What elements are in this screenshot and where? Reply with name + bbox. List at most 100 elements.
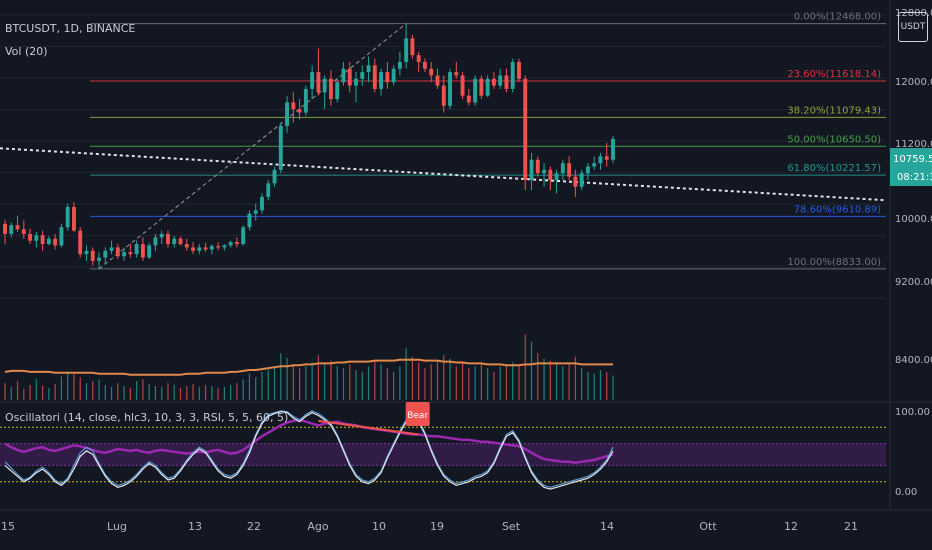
volume-bars	[4, 334, 614, 400]
volume-bar	[449, 358, 451, 400]
price-tick-label: 8400.00	[895, 355, 932, 366]
candle-body	[397, 61, 402, 69]
candle-body	[573, 176, 578, 187]
fib-level-label: 0.00%(12468.00)	[794, 12, 881, 23]
time-tick-label: Ago	[307, 520, 329, 533]
volume-bar	[512, 362, 514, 400]
candle-body	[322, 78, 327, 93]
time-tick-label: 15	[1, 520, 15, 533]
candle-body	[203, 247, 208, 250]
volume-bar	[223, 386, 225, 400]
volume-bar	[148, 384, 150, 400]
candle-body	[153, 237, 158, 246]
volume-bar	[211, 385, 213, 400]
candle-body	[140, 244, 145, 258]
candle-body	[435, 75, 440, 86]
osc-stoch-k-line	[4, 410, 614, 488]
volume-bar	[480, 362, 482, 400]
candle-body	[498, 75, 503, 86]
candle-body	[441, 85, 446, 106]
volume-bar	[286, 357, 288, 400]
candle-body	[529, 159, 534, 180]
volume-bar	[217, 387, 219, 400]
grid-lines	[0, 14, 886, 299]
candle-body	[510, 61, 515, 89]
oscillator-pane: Bear	[0, 402, 886, 490]
candle-body	[379, 72, 384, 89]
volume-bar	[393, 371, 395, 400]
candle-body	[485, 78, 490, 96]
bear-divergence-line	[318, 419, 419, 436]
candle-body	[391, 68, 396, 83]
oscillator-indicator-label[interactable]: Oscillatori (14, close, hlc3, 10, 3, 3, …	[5, 411, 289, 424]
volume-bar	[204, 385, 207, 400]
volume-bar	[380, 364, 382, 400]
candle-body	[134, 244, 139, 255]
time-tick-label: 22	[247, 520, 261, 533]
volume-bar	[136, 381, 138, 400]
symbol-label[interactable]: BTCUSDT, 1D, BINANCE	[5, 22, 136, 35]
candle-body	[285, 102, 290, 127]
volume-bar	[255, 377, 257, 400]
candle-body	[429, 68, 434, 76]
volume-bar	[110, 386, 113, 400]
candle-body	[40, 235, 45, 245]
volume-bar	[230, 385, 232, 400]
volume-bar	[581, 368, 583, 400]
volume-bar	[73, 373, 75, 400]
volume-bar	[42, 385, 44, 400]
time-tick-label: 21	[844, 520, 858, 533]
candle-body	[53, 238, 58, 246]
candle-body	[21, 229, 26, 234]
volume-bar	[587, 371, 589, 400]
volume-bar	[562, 366, 564, 400]
price-tick-label: 9200.00	[895, 277, 932, 288]
time-tick-label: 10	[372, 520, 386, 533]
volume-bar	[117, 383, 119, 400]
volume-bar	[267, 370, 269, 400]
candle-body	[278, 126, 283, 170]
volume-bar	[292, 364, 294, 400]
candle-body	[517, 61, 521, 79]
candle-body	[328, 78, 333, 100]
volume-bar	[418, 362, 420, 400]
candle-body	[90, 250, 95, 261]
candle-body	[404, 38, 409, 62]
volume-bar	[54, 384, 56, 400]
candle-body	[78, 230, 83, 255]
volume-bar	[92, 381, 94, 400]
currency-badge[interactable]: USDT	[898, 12, 928, 42]
candle-body	[372, 65, 377, 89]
candle-body	[241, 227, 246, 245]
volume-bar	[405, 348, 407, 400]
candle-body	[604, 156, 609, 160]
volume-bar	[280, 353, 282, 400]
volume-bar	[606, 371, 608, 400]
price-axis: 12000.00 11200.00 10000.00 9200.00 8400.00 12…	[890, 8, 932, 498]
time-tick-label: 12	[784, 520, 798, 533]
osc-tick-label: 0.00	[895, 487, 917, 498]
volume-indicator-label[interactable]: Vol (20)	[5, 45, 48, 58]
candle-body	[103, 250, 108, 258]
price-tick-label: 11200.00	[895, 139, 932, 150]
osc-rsi-line	[4, 418, 614, 464]
countdown-label: 08:21:30	[897, 172, 932, 183]
volume-bar	[242, 379, 244, 400]
candle-body	[84, 250, 89, 255]
volume-bar	[142, 379, 144, 400]
volume-bar	[593, 373, 595, 400]
candle-body	[59, 227, 64, 246]
candle-body	[97, 257, 101, 261]
time-tick-label: 13	[188, 520, 202, 533]
time-axis: 15 Lug 13 22 Ago 10 19 Set 14 Ott 12 21	[1, 520, 858, 533]
candle-body	[9, 225, 14, 234]
candle-body	[46, 238, 51, 245]
volume-bar	[549, 360, 551, 400]
candle-body	[222, 245, 227, 248]
candle-body	[28, 233, 33, 241]
candle-body	[147, 245, 152, 258]
candle-body	[209, 246, 214, 250]
fib-level-label: 100.00%(8833.00)	[787, 257, 881, 268]
time-tick-label: 14	[600, 520, 614, 533]
